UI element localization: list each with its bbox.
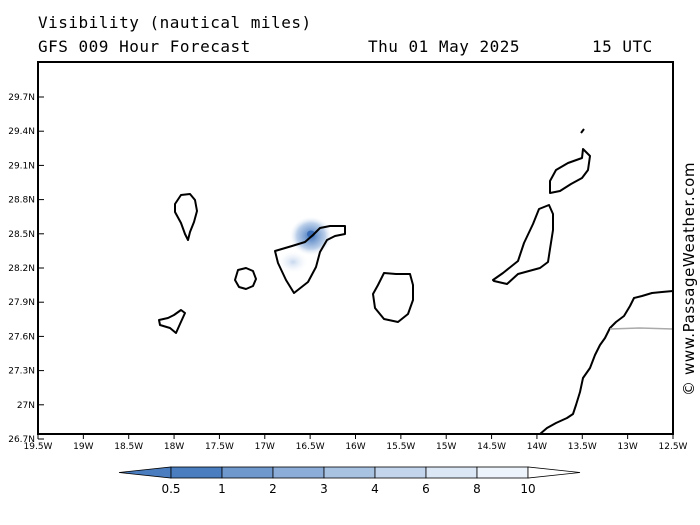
- colorbar-label: 10: [520, 482, 535, 496]
- colorbar-label: 2: [269, 482, 277, 496]
- colorbar-right-arrow: [527, 466, 581, 479]
- island-lanzarote: [549, 148, 591, 194]
- lat-tick-label: 29.4N: [8, 127, 35, 137]
- african-coast: [539, 290, 673, 434]
- island-tenerife: [274, 225, 346, 294]
- lon-tick-label: 18W: [164, 442, 184, 452]
- lat-tick-label: 26.7N: [8, 435, 35, 445]
- lon-tick-label: 13W: [617, 442, 637, 452]
- lat-tick-label: 29.1N: [8, 161, 35, 171]
- lon-tick-label: 14.5W: [477, 442, 506, 452]
- island-fuerteventura: [492, 204, 554, 285]
- colorbar-segment: [425, 466, 478, 479]
- lat-tick-label: 27.9N: [8, 298, 35, 308]
- lon-tick-label: 13.5W: [568, 442, 597, 452]
- colorbar-segment: [476, 466, 529, 479]
- latitude-axis: 29.7N 29.4N 29.1N 28.8N 28.5N 28.2N 27.9N 27.6N…: [8, 93, 44, 445]
- colorbar-segment: [323, 466, 376, 479]
- lon-tick-label: 17W: [255, 442, 275, 452]
- island-gran-canaria: [372, 272, 414, 323]
- visibility-colorbar: 0.5 1 2 3 4 6 8 10: [118, 466, 581, 496]
- colorbar-segment: [374, 466, 427, 479]
- credit-watermark: © www.PassageWeather.com: [680, 161, 698, 396]
- forecast-model-label: GFS 009 Hour Forecast: [38, 37, 251, 56]
- lat-tick-label: 27N: [17, 401, 35, 411]
- visibility-patch-secondary: [277, 250, 309, 274]
- forecast-time: 15 UTC: [592, 37, 653, 56]
- colorbar-label: 6: [422, 482, 430, 496]
- colorbar-label: 3: [320, 482, 328, 496]
- map-title: Visibility (nautical miles): [38, 13, 312, 32]
- lon-tick-label: 15W: [436, 442, 456, 452]
- colorbar-segment: [272, 466, 325, 479]
- lat-tick-label: 27.3N: [8, 367, 35, 377]
- colorbar-label: 8: [473, 482, 481, 496]
- border-line: [609, 327, 673, 330]
- forecast-date: Thu 01 May 2025: [368, 37, 520, 56]
- colorbar-segment: [170, 466, 223, 479]
- lat-tick-label: 28.8N: [8, 196, 35, 206]
- lon-tick-label: 14W: [527, 442, 547, 452]
- lon-tick-label: 17.5W: [205, 442, 234, 452]
- lon-tick-label: 19W: [73, 442, 93, 452]
- lat-tick-label: 28.5N: [8, 230, 35, 240]
- lon-tick-label: 16W: [345, 442, 365, 452]
- colorbar-label: 0.5: [161, 482, 180, 496]
- lon-tick-label: 16.5W: [296, 442, 325, 452]
- island-el-hierro: [158, 309, 186, 334]
- lon-tick-label: 18.5W: [114, 442, 143, 452]
- island-la-gomera: [234, 267, 257, 290]
- lon-tick-label: 19.5W: [24, 442, 53, 452]
- lon-tick-label: 12.5W: [659, 442, 688, 452]
- longitude-axis: 19.5W 19W 18.5W 18W 17.5W 17W 16.5W 16W 15.5W 15W…: [24, 434, 688, 452]
- colorbar-left-arrow: [118, 466, 172, 479]
- lon-tick-label: 15.5W: [386, 442, 415, 452]
- island-la-graciosa: [580, 128, 585, 134]
- map-frame: [37, 61, 674, 435]
- coastlines: [158, 128, 673, 434]
- colorbar-label: 1: [218, 482, 226, 496]
- lat-tick-label: 27.6N: [8, 332, 35, 342]
- island-la-palma: [174, 193, 198, 241]
- colorbar-label: 4: [371, 482, 379, 496]
- lat-tick-label: 28.2N: [8, 264, 35, 274]
- lat-tick-label: 29.7N: [8, 93, 35, 103]
- colorbar-segment: [221, 466, 274, 479]
